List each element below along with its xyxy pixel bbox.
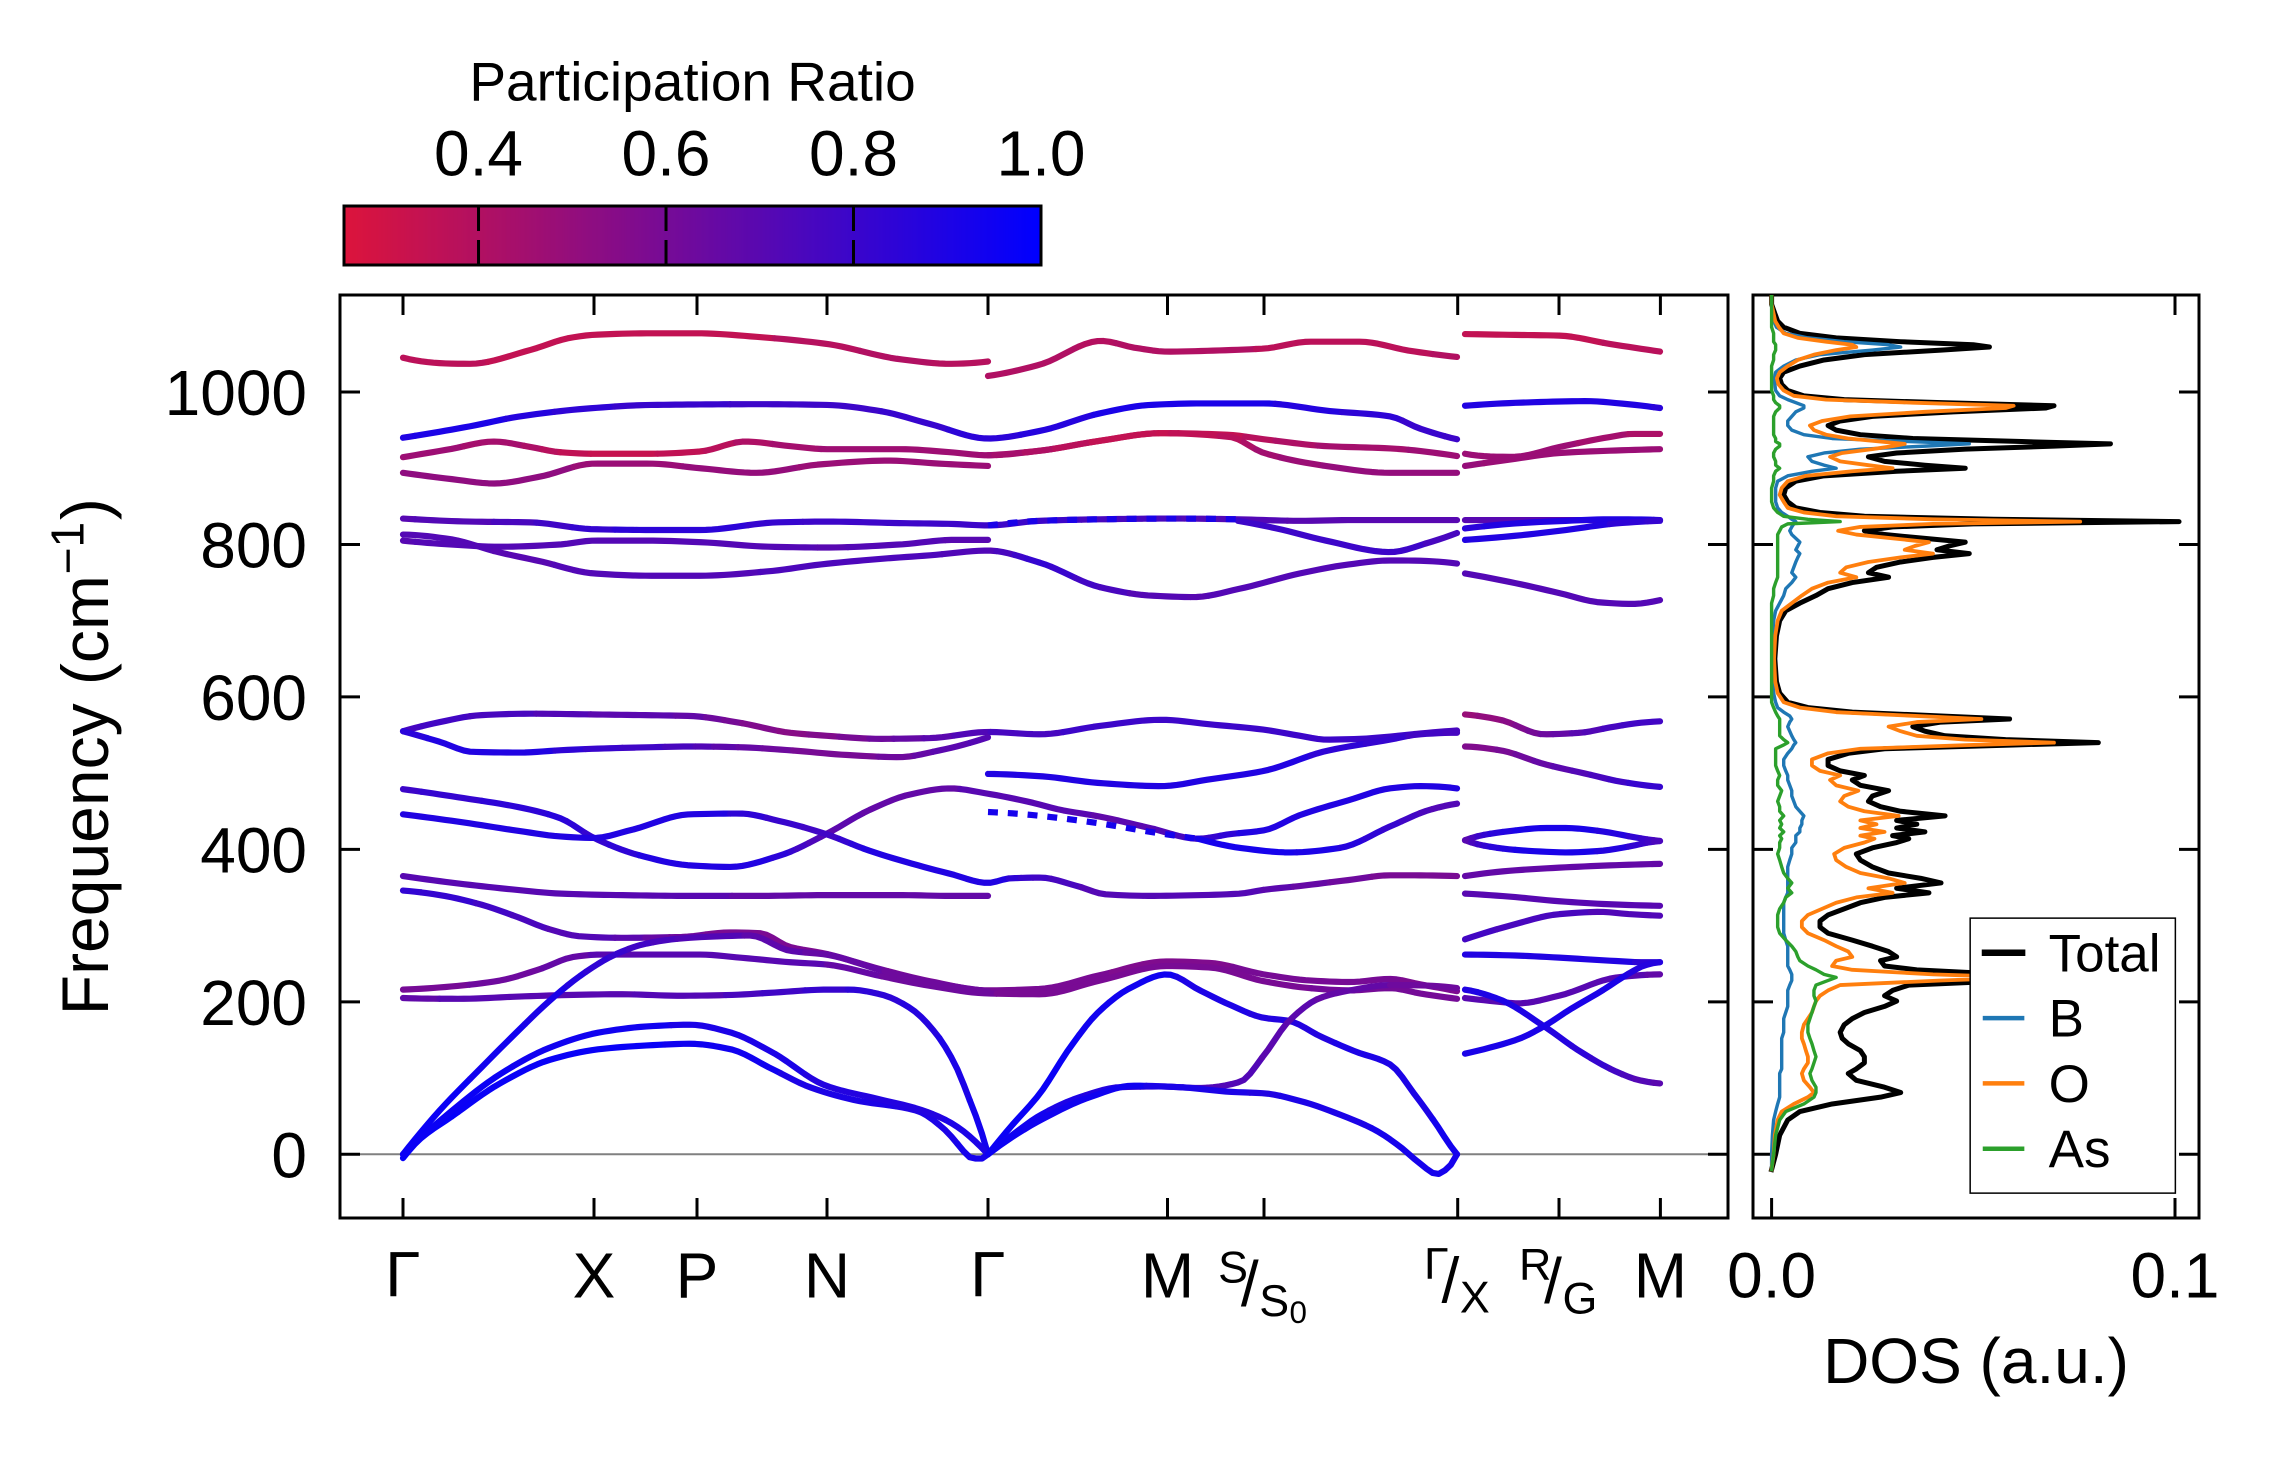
svg-text:0.1: 0.1 [2131,1239,2220,1311]
svg-text:Γ: Γ [385,1238,420,1310]
svg-text:0.8: 0.8 [809,118,898,190]
svg-text:0: 0 [271,1119,307,1191]
svg-text:DOS (a.u.): DOS (a.u.) [1823,1325,2129,1397]
svg-text:0.0: 0.0 [1727,1239,1816,1311]
svg-text:F r e q: F r e q u e n c y ( c m ) − 1 [42,494,122,1016]
svg-text:As: As [2049,1120,2111,1179]
svg-text:Participation Ratio: Participation Ratio [469,50,915,112]
svg-text:200: 200 [200,967,307,1039]
svg-text:Total: Total [2049,924,2161,983]
svg-text:M: M [1634,1239,1687,1311]
svg-text:S S /: S S / 0 [1218,1242,1307,1330]
svg-text:Γ X /: Γ X / [1424,1239,1494,1323]
svg-text:M: M [1141,1239,1194,1311]
svg-text:600: 600 [200,662,307,734]
svg-text:P: P [676,1239,719,1311]
svg-text:0.6: 0.6 [622,118,711,190]
svg-text:400: 400 [200,815,307,887]
svg-text:B: B [2049,990,2084,1049]
svg-text:N: N [804,1239,850,1311]
svg-text:X: X [573,1239,616,1311]
svg-text:O: O [2049,1055,2090,1114]
svg-text:R G /: R G / [1519,1239,1602,1323]
svg-text:Γ: Γ [970,1238,1005,1310]
svg-text:1000: 1000 [165,357,307,429]
svg-text:800: 800 [200,510,307,582]
svg-text:1.0: 1.0 [997,118,1086,190]
svg-text:0.4: 0.4 [434,118,523,190]
